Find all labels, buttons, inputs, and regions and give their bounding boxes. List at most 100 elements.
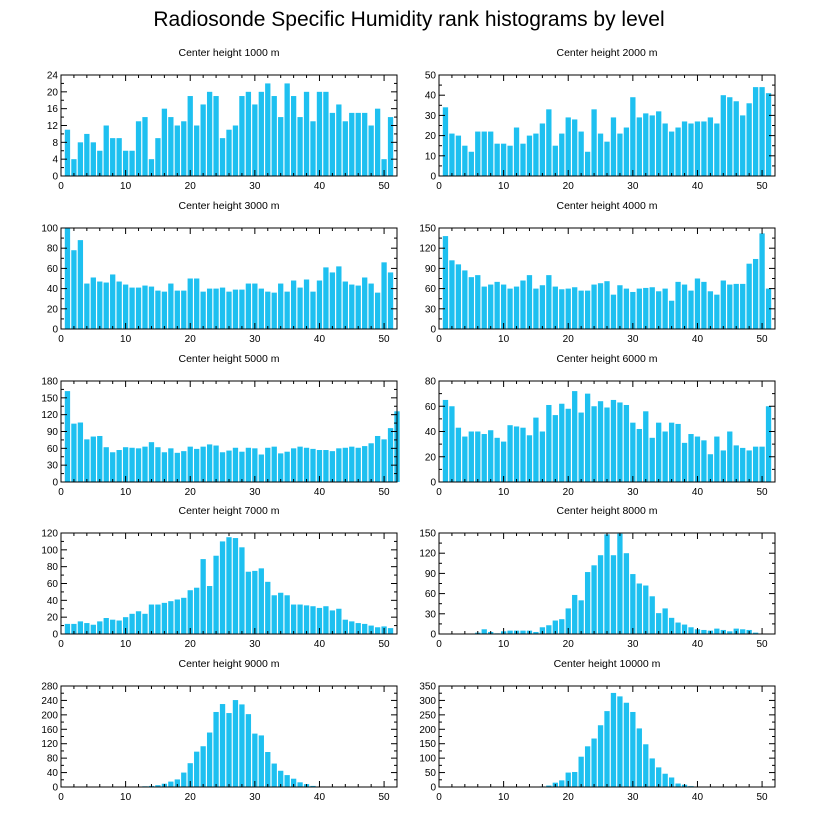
panel-10-xtick-label: 0 [436, 792, 442, 803]
panel-1-bar [329, 112, 336, 177]
panel-7-bar [219, 541, 226, 634]
panel-6-bar [765, 406, 772, 482]
panel-2-bar [520, 143, 526, 176]
panel-6-xtick-label: 50 [757, 487, 769, 498]
panel-8-bar [617, 533, 623, 634]
panel-2-bar [759, 87, 765, 176]
panel-9-ytick-label: 160 [41, 725, 58, 736]
panel-10-xtick-label: 20 [563, 792, 575, 803]
panel-8-bar [630, 574, 636, 634]
panel-8-bar [681, 624, 688, 634]
panel-3-bar [148, 286, 155, 329]
panel-2-bar [604, 141, 610, 176]
panel-4-bar [488, 284, 494, 329]
panel-6-bar [681, 442, 688, 482]
panel-7-bar [129, 613, 135, 634]
panel-2-bar [610, 117, 617, 176]
panel-4-bar [604, 281, 610, 329]
panel-6-bar [740, 447, 746, 482]
panel-3-bar [329, 272, 336, 329]
panel-2-bar [746, 103, 752, 176]
panel-2-ytick-label: 40 [425, 91, 437, 102]
panel-8-ytick-label: 60 [425, 589, 437, 600]
panel-4-bar [656, 291, 662, 329]
panel-7-bar [284, 595, 290, 634]
panel-3-xtick-label: 40 [314, 334, 326, 345]
panel-2-bar [668, 131, 675, 176]
panel-4-bar [759, 233, 765, 329]
panel-7-bar [316, 607, 323, 634]
panel-5-bar [103, 447, 109, 482]
panel-4-xtick-label: 0 [436, 334, 442, 345]
panel-10-ytick-label: 250 [419, 710, 436, 721]
panel-5-xtick-label: 20 [185, 487, 197, 498]
panel-10-xtick-label: 30 [627, 792, 639, 803]
panel-1-bar [187, 96, 193, 176]
panel-4-bar [559, 289, 565, 329]
panel-6-xtick-label: 30 [627, 487, 639, 498]
panel-10-bar [546, 785, 552, 787]
panel-6-ytick-label: 80 [425, 377, 437, 388]
panel-4-bar [649, 287, 655, 329]
panel-1-bar [110, 138, 116, 177]
panel-8-ytick-label: 150 [419, 529, 436, 540]
panel-8-bar [643, 585, 649, 634]
panel-1-bar [122, 150, 129, 176]
panel-5-bar [226, 450, 232, 482]
panel-3-bar [129, 287, 135, 329]
panel-8-bar [507, 630, 513, 634]
panel-9-ytick-label: 280 [41, 682, 58, 693]
panel-2-bar [533, 133, 539, 176]
panel-6-bar [520, 427, 526, 482]
panel-1-ytick-label: 0 [52, 172, 58, 183]
panel-3-title: Center height 3000 m [179, 200, 280, 212]
panel-2-xtick-label: 30 [627, 181, 639, 192]
panel-3-bar [200, 291, 206, 329]
panel-3-bar [213, 288, 219, 329]
panel-3-bar [316, 280, 323, 329]
panel-3-bar [110, 274, 116, 329]
panel-6-bar [694, 436, 701, 482]
panel-1-bar [194, 125, 200, 176]
panel-5-bar [381, 439, 387, 482]
panel-7-xtick-label: 0 [58, 639, 64, 650]
panel-6-bar [604, 407, 610, 482]
panel-5-bar [362, 446, 368, 482]
panel-6-bar [539, 431, 546, 482]
panel-7-bar [90, 624, 96, 634]
panel-10-bar [675, 783, 681, 787]
panel-7-bar [148, 604, 155, 634]
panel-3-ytick-label: 0 [52, 325, 58, 336]
panel-3-bar [194, 278, 200, 329]
panel-7-ytick-label: 40 [47, 596, 59, 607]
panel-1-bar [297, 117, 303, 176]
panel-8-bar [520, 630, 526, 634]
panel-9-ytick-label: 200 [41, 710, 58, 721]
panel-1-bar [232, 125, 239, 176]
panel-3-bar [278, 283, 284, 329]
panel-3-ytick-label: 100 [41, 224, 58, 235]
panel-8-bar [662, 608, 668, 634]
panel-10-bar [591, 738, 597, 787]
panel-7-bar [239, 547, 245, 634]
panel-1-bar [336, 104, 342, 176]
panel-10-bar [572, 771, 578, 787]
panel-7-bar [77, 621, 84, 635]
panel-4-bar [733, 283, 739, 329]
panel-1-xtick-label: 50 [379, 181, 391, 192]
panel-3-bar [97, 281, 103, 329]
panel-4-bar [623, 288, 630, 329]
panel-5-bar [265, 447, 271, 482]
panel-5-bar [168, 448, 174, 482]
panel-8-bar [533, 631, 539, 634]
panel-5-bar [194, 448, 200, 482]
panel-5-ytick-label: 120 [41, 410, 58, 421]
panel-9-bar [226, 713, 232, 787]
panel-9-ytick-label: 240 [41, 696, 58, 707]
panel-4-bar [720, 280, 726, 329]
panel-6-bar [675, 423, 681, 482]
panel-10-bar [623, 702, 630, 787]
panel-3-bar [142, 285, 148, 329]
panel-8-title: Center height 8000 m [557, 505, 658, 517]
panel-6-bar [649, 437, 655, 482]
